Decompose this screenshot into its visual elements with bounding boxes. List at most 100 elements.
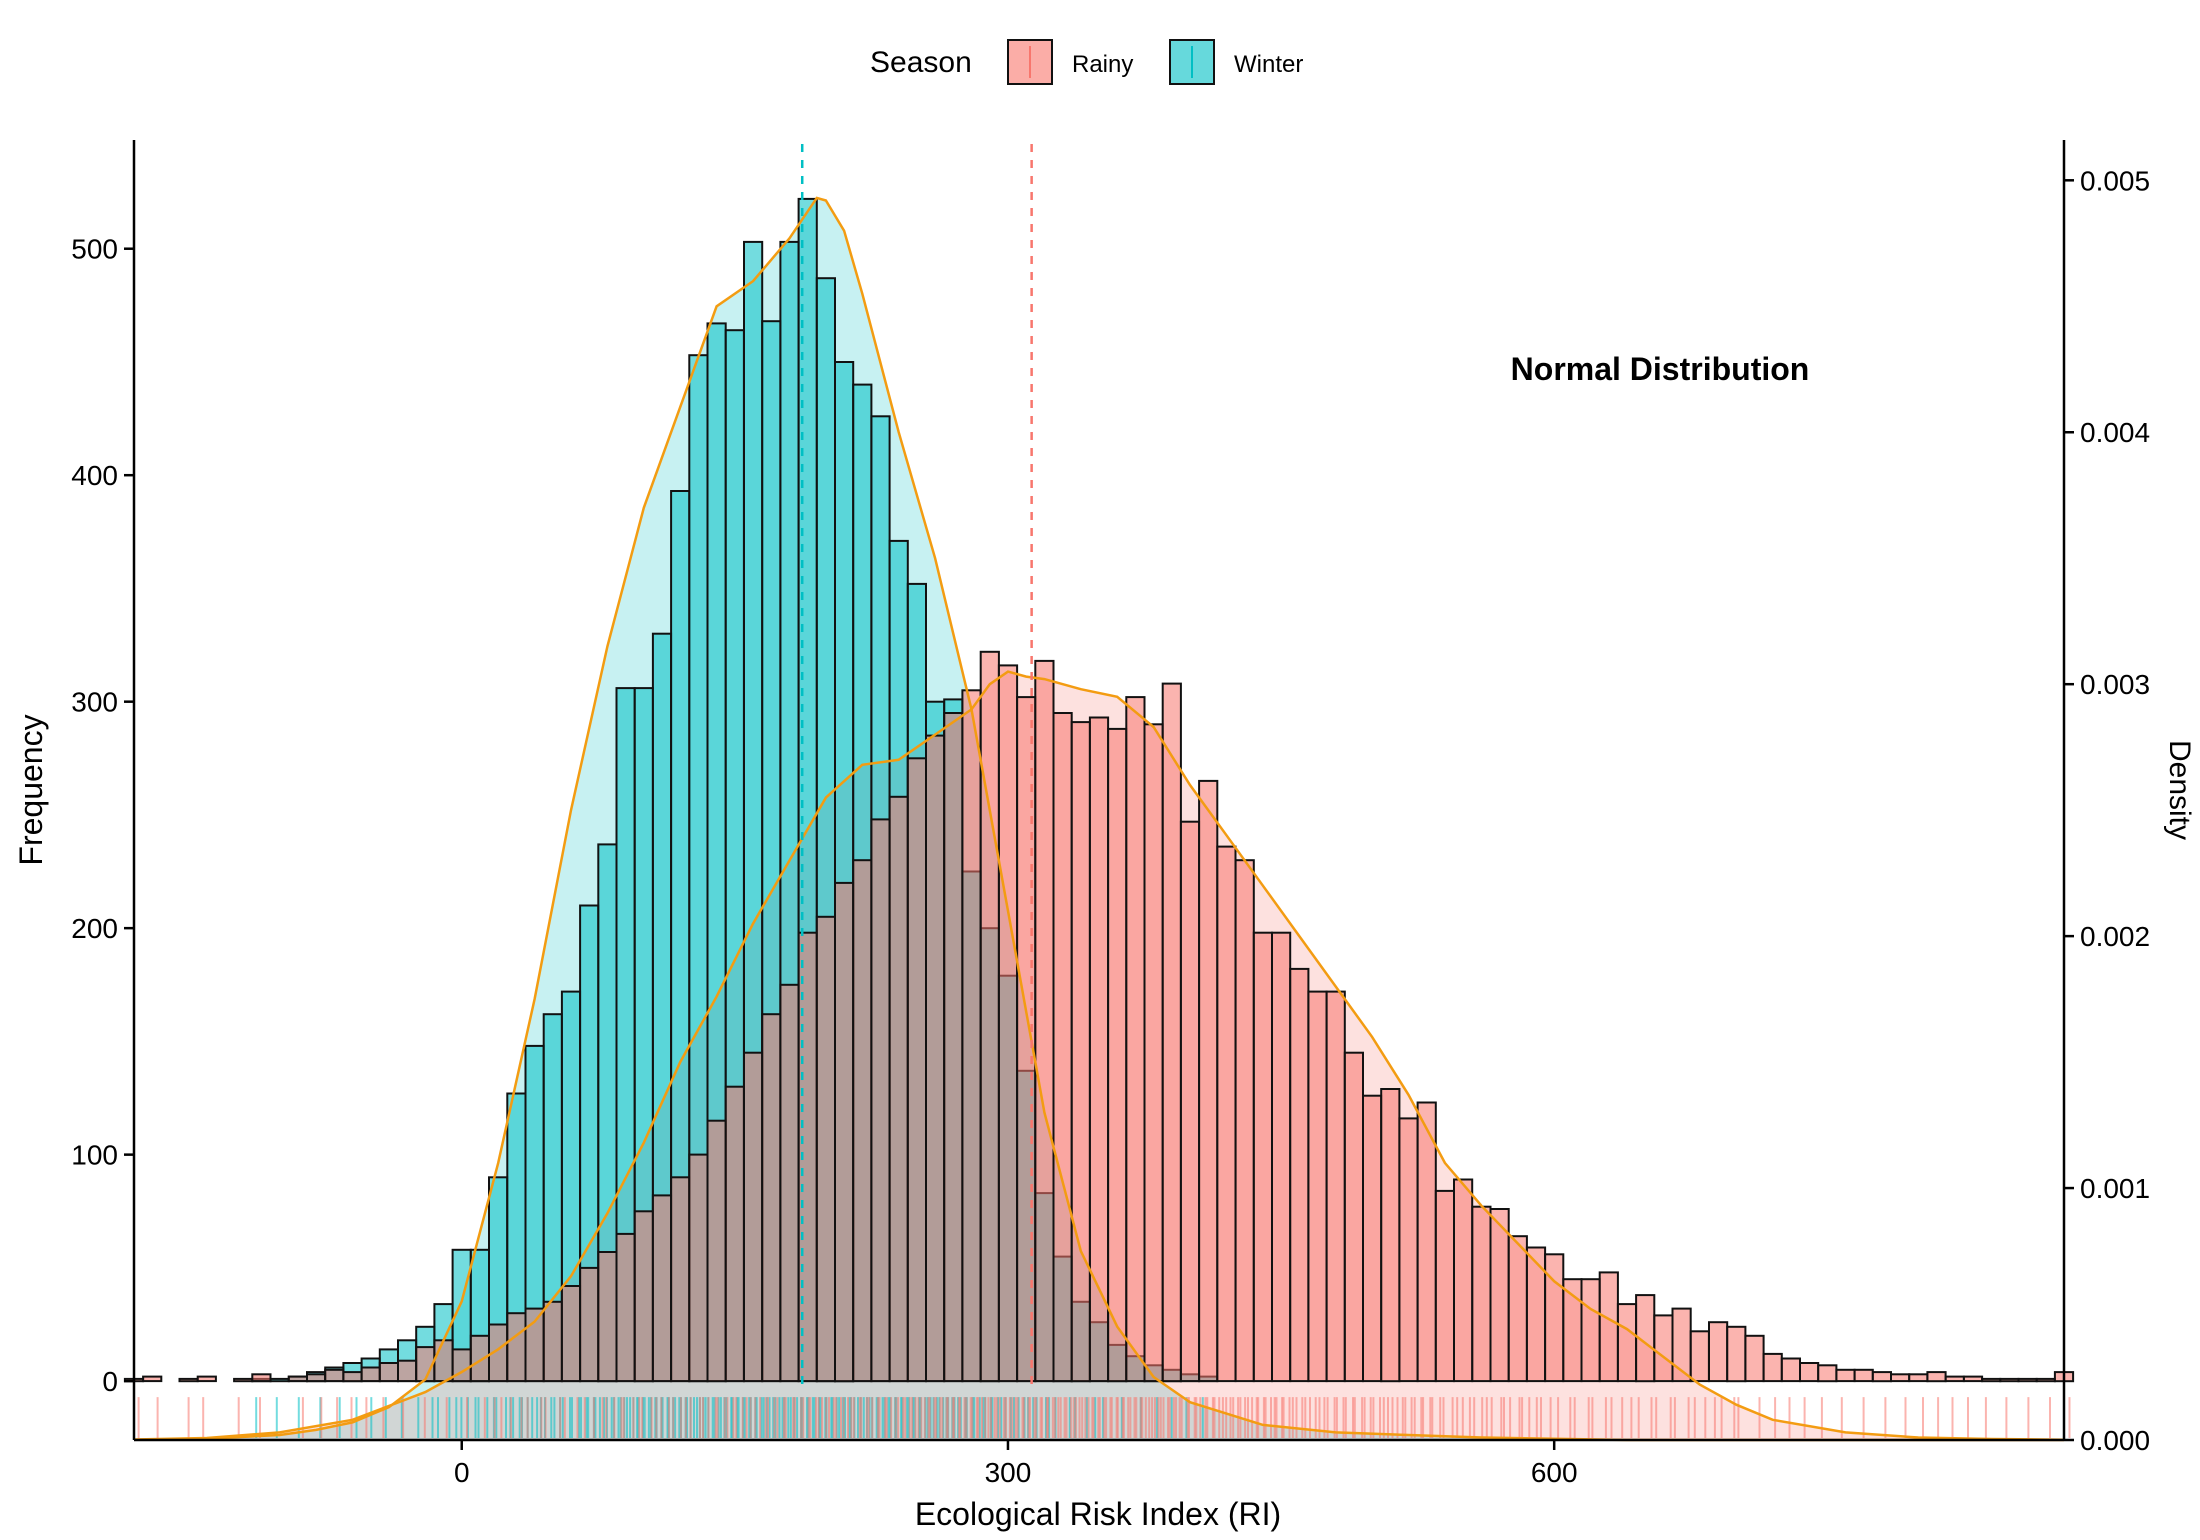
bar-rainy: [397, 1359, 418, 1383]
bar-rainy: [469, 1334, 490, 1383]
bar-rainy: [560, 1285, 582, 1383]
y2-tick-label: 0.000: [2080, 1425, 2150, 1456]
bar-rainy: [761, 1013, 782, 1383]
bar-rainy: [251, 1373, 272, 1383]
x-tick-label: 300: [985, 1457, 1032, 1488]
x-tick-label: 0: [454, 1457, 470, 1488]
bar-rainy: [1107, 727, 1128, 1383]
bar-rainy: [1234, 859, 1255, 1383]
bar-rainy: [979, 650, 1000, 1383]
bar-rainy: [925, 734, 946, 1383]
bar-rainy: [1416, 1101, 1437, 1383]
bar-rainy: [906, 757, 927, 1383]
bar-rainy: [378, 1362, 399, 1383]
bar-rainy: [1653, 1314, 1674, 1383]
bar-rainy: [651, 1194, 673, 1383]
y-tick-label: 200: [71, 913, 118, 944]
bar-rainy: [1999, 1377, 2020, 1383]
bar-rainy: [1616, 1303, 1638, 1383]
y-axis-title: Frequency: [13, 714, 49, 865]
bar-rainy: [2035, 1377, 2056, 1383]
density-line-rainy: [133, 670, 2065, 1441]
legend: Season Rainy Winter: [870, 39, 1303, 85]
bar-rainy: [196, 1375, 217, 1383]
bar-rainy: [779, 983, 800, 1383]
bar-rainy: [1908, 1373, 1929, 1383]
bar-rainy: [306, 1373, 327, 1383]
bar-rainy: [506, 1312, 527, 1383]
y2-tick-label: 0.001: [2080, 1173, 2150, 1204]
x-axis-title: Ecological Risk Index (RI): [915, 1496, 1281, 1532]
bar-rainy: [542, 1300, 563, 1383]
bar-rainy: [688, 1153, 709, 1383]
bar-rainy: [1362, 1094, 1383, 1383]
bar-rainy: [961, 689, 982, 1383]
bar-rainy: [342, 1371, 363, 1383]
bar-rainy: [852, 859, 873, 1383]
bar-rainy: [888, 795, 909, 1383]
bar-rainy: [815, 915, 836, 1383]
bar-rainy: [870, 818, 891, 1383]
bar-rainy: [706, 1119, 727, 1383]
y-tick-label: 400: [71, 460, 118, 491]
bar-rainy: [178, 1377, 199, 1383]
bar-rainy: [1580, 1278, 1601, 1383]
y2-axis-title: Density: [2163, 740, 2196, 840]
bar-rainy: [1762, 1352, 1783, 1383]
bar-rainy: [1926, 1371, 1947, 1383]
bar-rainy: [1271, 931, 1292, 1383]
bar-rainy: [1380, 1088, 1401, 1383]
bar-rainy: [1598, 1271, 1619, 1383]
bar-winter: [269, 1377, 290, 1383]
bar-rainy: [1325, 990, 1346, 1383]
bar-rainy: [1944, 1375, 1965, 1383]
bar-rainy: [1726, 1325, 1747, 1383]
legend-label-rainy: Rainy: [1072, 51, 1133, 78]
bar-rainy: [1143, 723, 1164, 1383]
bar-rainy: [1871, 1371, 1893, 1383]
bar-rainy: [943, 712, 964, 1383]
bar-rainy: [1179, 820, 1201, 1383]
bar-rainy: [142, 1375, 163, 1383]
bar-rainy: [433, 1339, 454, 1383]
bar-rainy: [287, 1375, 308, 1383]
bar-rainy: [579, 1266, 600, 1383]
bar-rainy: [1489, 1208, 1510, 1383]
bar-rainy: [1252, 931, 1274, 1383]
bar-rainy: [597, 1251, 618, 1383]
bar-rainy: [1161, 682, 1182, 1383]
bar-rainy: [1962, 1375, 1984, 1383]
bar-rainy: [1343, 1051, 1365, 1383]
bar-rainy: [1780, 1357, 1802, 1383]
bar-rainy: [615, 1232, 636, 1383]
bar-rainy: [1890, 1373, 1911, 1383]
x-tick-label: 600: [1531, 1457, 1578, 1488]
axes: [132, 140, 2066, 1442]
bar-rainy: [1289, 967, 1310, 1383]
y-tick-label: 0: [102, 1366, 118, 1397]
bar-rainy: [233, 1377, 254, 1383]
legend-title: Season: [870, 46, 972, 79]
bar-rainy: [360, 1366, 381, 1383]
y-tick-label: 100: [71, 1140, 118, 1171]
bar-rainy: [1016, 696, 1037, 1383]
bar-rainy: [1981, 1377, 2002, 1383]
bar-rainy: [1507, 1235, 1528, 1383]
ticks: 0 300 600 0 100 200 300 400 500 0.000 0.001 0.002 0.…: [71, 165, 2150, 1488]
bar-rainy: [1853, 1368, 1874, 1383]
bar-rainy: [324, 1368, 345, 1383]
y2-tick-label: 0.003: [2080, 669, 2150, 700]
bar-rainy: [1070, 721, 1091, 1383]
y2-tick-label: 0.004: [2080, 417, 2150, 448]
bar-rainy: [1799, 1362, 1820, 1383]
bar-rainy: [524, 1307, 545, 1383]
bar-rainy: [724, 1085, 745, 1383]
legend-label-winter: Winter: [1234, 51, 1303, 78]
bar-rainy: [1471, 1205, 1492, 1383]
bar-rainy: [997, 664, 1019, 1383]
bar-rainy: [1052, 712, 1073, 1383]
bar-rainy: [1198, 779, 1219, 1383]
bar-rainy: [1307, 990, 1328, 1383]
bar-rainy: [1088, 716, 1110, 1383]
